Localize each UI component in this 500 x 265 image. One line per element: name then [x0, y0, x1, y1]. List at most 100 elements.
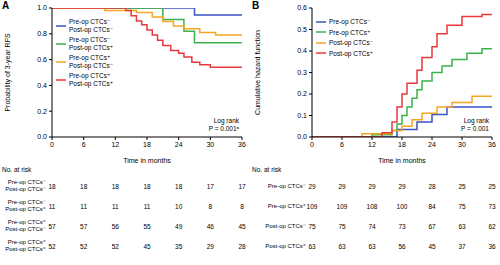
svg-text:18: 18 — [143, 141, 151, 148]
svg-text:36: 36 — [238, 141, 246, 148]
html-text:17: 17 — [206, 182, 214, 190]
html-text:35: 35 — [175, 242, 183, 250]
html-text:63: 63 — [458, 222, 466, 230]
html-text:73: 73 — [398, 222, 406, 230]
svg-text:Time in months: Time in months — [123, 157, 171, 164]
html-text:29: 29 — [206, 242, 214, 250]
html-text:Pre-op CTCs⁻ Post-op CTCs⁻: Pre-op CTCs⁻ Post-op CTCs⁻ — [69, 18, 114, 33]
html-text:11: 11 — [143, 202, 151, 210]
html-text:25: 25 — [458, 182, 466, 190]
html-text:Pre-op CTCs⁺ Post-op CTCs⁻ 57: Pre-op CTCs⁺ Post-op CTCs⁻ 57 — [5, 219, 56, 232]
html-text:55: 55 — [143, 222, 151, 230]
svg-text:0.2: 0.2 — [297, 90, 307, 97]
html-text:Post-op CTCs⁺: Post-op CTCs⁺ — [329, 49, 374, 57]
html-text:B: B — [252, 0, 260, 11]
html-text:45: 45 — [428, 242, 436, 250]
html-text:A: A — [2, 0, 10, 11]
html-text:108: 108 — [366, 202, 378, 210]
html-text:74: 74 — [368, 222, 376, 230]
svg-text:0.6: 0.6 — [297, 4, 307, 11]
svg-text:0.3: 0.3 — [297, 69, 307, 76]
html-text:63: 63 — [368, 242, 376, 250]
html-text:49: 49 — [175, 222, 183, 230]
svg-text:18: 18 — [398, 141, 406, 148]
html-text:P = 0.001: P = 0.001 — [461, 125, 489, 132]
html-text:109: 109 — [336, 202, 348, 210]
svg-text:Time in months: Time in months — [378, 157, 426, 164]
html-text:75: 75 — [458, 202, 466, 210]
html-text:45: 45 — [143, 242, 151, 250]
html-text:56: 56 — [111, 222, 119, 230]
html-text:52: 52 — [111, 242, 119, 250]
svg-text:12: 12 — [111, 141, 119, 148]
svg-text:30: 30 — [458, 141, 466, 148]
svg-text:0.8: 0.8 — [37, 30, 47, 37]
svg-text:1.0: 1.0 — [37, 4, 47, 11]
html-text:75: 75 — [338, 222, 346, 230]
html-text:11: 11 — [80, 202, 87, 210]
html-text:Pre-op CTCs⁺ Post-op CTCs⁺ 52: Pre-op CTCs⁺ Post-op CTCs⁺ 52 — [5, 239, 56, 252]
svg-text:24: 24 — [428, 141, 436, 148]
html-text:52: 52 — [80, 242, 88, 250]
svg-text:Probability of 3-year RFS: Probability of 3-year RFS — [8, 33, 12, 112]
html-text:62: 62 — [488, 222, 496, 230]
html-text:Pre-op CTCs⁺ Post-op CTCs⁺: Pre-op CTCs⁺ Post-op CTCs⁺ — [69, 72, 114, 87]
html-text:17: 17 — [238, 182, 246, 190]
html-text:Log rank: Log rank — [463, 117, 489, 124]
html-text:45: 45 — [238, 222, 246, 230]
svg-text:0: 0 — [50, 141, 54, 148]
html-text:57: 57 — [80, 222, 88, 230]
html-text:63: 63 — [338, 242, 346, 250]
svg-text:0.0: 0.0 — [297, 133, 307, 140]
html-text:Pre-op CTCs⁻ Post-op CTCs⁺: Pre-op CTCs⁻ Post-op CTCs⁺ — [69, 36, 114, 51]
svg-text:0.4: 0.4 — [37, 82, 47, 89]
html-text:Pre-op CTCs⁺ 109: Pre-op CTCs⁺ 109 — [267, 202, 318, 210]
html-text:P = 0.001ᵃ: P = 0.001ᵃ — [208, 125, 239, 132]
html-text:37: 37 — [458, 242, 466, 250]
html-text:Pre-op CTCs⁻: Pre-op CTCs⁻ — [329, 18, 371, 25]
svg-text:Cumulative hazard function: Cumulative hazard function — [254, 30, 261, 115]
html-text:No. at risk: No. at risk — [2, 166, 32, 173]
html-text:28: 28 — [238, 242, 246, 250]
html-text:36: 36 — [488, 242, 496, 250]
html-text:29: 29 — [398, 182, 406, 190]
html-text:Pre-op CTCs⁻ Post-op CTCs⁺ 11: Pre-op CTCs⁻ Post-op CTCs⁺ 11 — [5, 199, 56, 212]
svg-text:6: 6 — [340, 141, 344, 148]
html-text:46: 46 — [206, 222, 214, 230]
svg-text:0.1: 0.1 — [297, 112, 307, 119]
svg-text:0.2: 0.2 — [37, 108, 47, 115]
html-text:73: 73 — [488, 202, 496, 210]
svg-text:0.6: 0.6 — [37, 56, 47, 63]
html-text:Post-op CTCs⁺ 63: Post-op CTCs⁺ 63 — [265, 242, 316, 250]
html-text:18: 18 — [143, 182, 151, 190]
svg-text:0.0: 0.0 — [37, 133, 47, 140]
svg-text:0.4: 0.4 — [297, 47, 307, 54]
html-text:Pre-op CTCs⁻ 29: Pre-op CTCs⁻ 29 — [267, 182, 316, 190]
html-text:Pre-op CTCs⁺: Pre-op CTCs⁺ — [329, 28, 371, 36]
html-text:18: 18 — [111, 182, 119, 190]
html-text:29: 29 — [338, 182, 346, 190]
html-text:10: 10 — [175, 202, 183, 210]
html-text:100: 100 — [396, 202, 408, 210]
html-text:Post-op CTCs⁻ 75: Post-op CTCs⁻ 75 — [265, 222, 316, 230]
html-text:Pre-op CTCs⁻ Post-op CTCs⁻ 18: Pre-op CTCs⁻ Post-op CTCs⁻ 18 — [5, 179, 56, 192]
svg-text:0: 0 — [310, 141, 314, 148]
svg-text:12: 12 — [368, 141, 376, 148]
svg-text:36: 36 — [488, 141, 492, 148]
html-text:56: 56 — [398, 242, 406, 250]
html-text:11: 11 — [112, 202, 119, 210]
html-text:Log rank: Log rank — [213, 117, 239, 124]
svg-text:30: 30 — [206, 141, 214, 148]
html-text:28: 28 — [428, 182, 436, 190]
html-text:18: 18 — [175, 182, 183, 190]
html-text:25: 25 — [488, 182, 496, 190]
svg-text:0.5: 0.5 — [297, 26, 307, 33]
html-text:67: 67 — [428, 222, 436, 230]
svg-text:6: 6 — [82, 141, 86, 148]
html-text:18: 18 — [80, 182, 88, 190]
html-text:84: 84 — [428, 202, 436, 210]
svg-text:24: 24 — [175, 141, 183, 148]
html-text:Pre-op CTCs⁺ Post-op CTCs⁻: Pre-op CTCs⁺ Post-op CTCs⁻ — [69, 54, 114, 69]
html-text:29: 29 — [368, 182, 376, 190]
html-text:Post-op CTCs⁻: Post-op CTCs⁻ — [329, 39, 374, 46]
